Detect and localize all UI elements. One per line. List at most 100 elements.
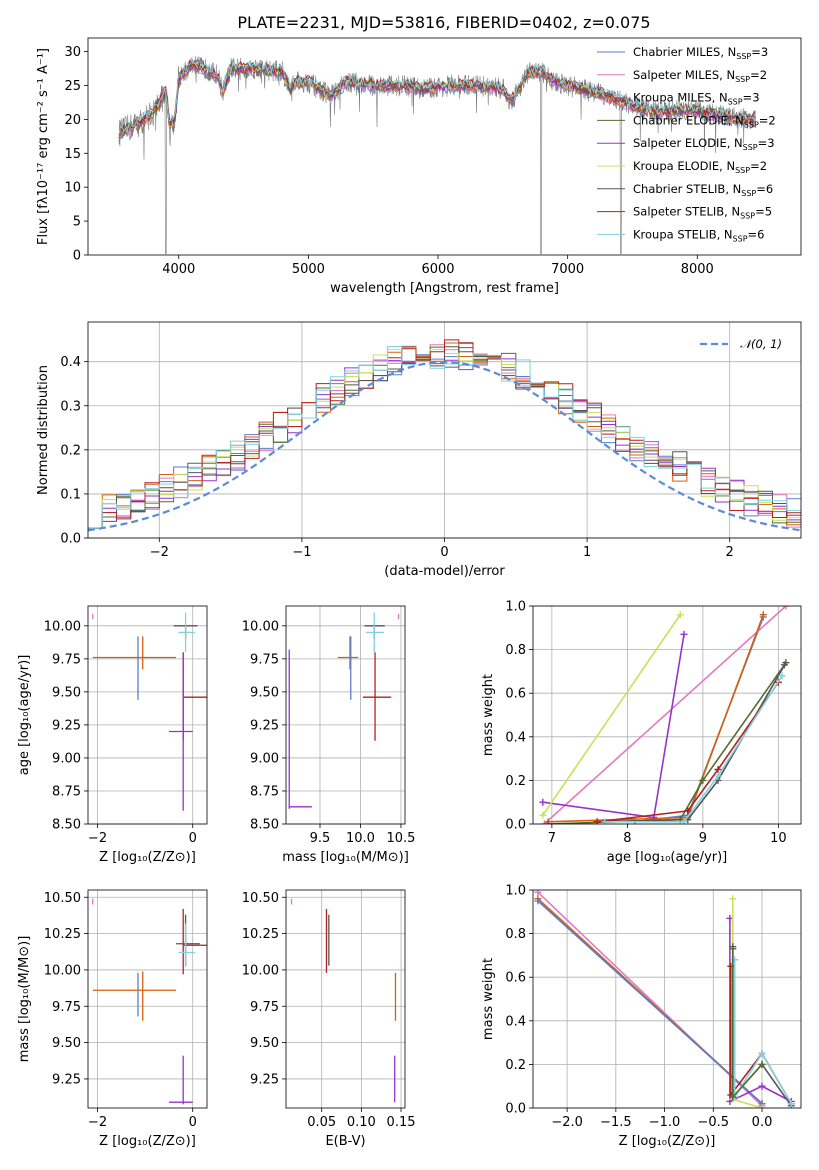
y-tick-label: 8.50 (250, 818, 279, 833)
spectrum-legend: Chabrier MILES, NSSP=3 Salpeter MILES, NS… (597, 45, 776, 243)
axes-frame (87, 321, 802, 539)
x-tick-label: −1 (292, 545, 311, 560)
y-axis-label: mass weight (481, 958, 496, 1040)
axes-frame (285, 605, 406, 825)
weight-point (680, 630, 688, 638)
axes-age-vs-Z: −2 0 8.50 8.75 9.00 9.25 9.50 9.75 10.00 Z [log₁₀… (17, 605, 208, 865)
weight-point (778, 672, 786, 680)
y-tick-label: 9.75 (250, 1000, 279, 1015)
y-tick-label: 0 (73, 249, 81, 264)
legend-model-name: Salpeter ELODIE (633, 136, 727, 150)
y-tick-label: 0.4 (505, 1014, 526, 1029)
residual-histogram-kroupa-stelib (88, 346, 801, 529)
x-axis-label: (data-model)/error (384, 564, 505, 579)
model-spectrum-kroupa-stelib (118, 57, 756, 135)
axis-ticks: −2 0 8.50 8.75 9.00 9.25 9.50 9.75 10.00 (44, 619, 197, 846)
y-tick-label: 0.2 (505, 1058, 526, 1073)
weight-point (759, 611, 767, 619)
weight-point (758, 1060, 766, 1068)
plot-area (288, 612, 400, 809)
weight-point (540, 820, 548, 824)
legend-nssp-value: 5 (765, 205, 772, 219)
x-tick-label: 0.15 (387, 1115, 416, 1130)
legend-nssp-value: 6 (757, 227, 764, 241)
y-tick-label: 0.2 (60, 443, 81, 458)
legend-nssp-value: 2 (760, 68, 767, 82)
weight-point (680, 818, 688, 824)
y-tick-label: 9.25 (52, 1072, 81, 1087)
weight-point (758, 1050, 766, 1057)
axes-weight-vs-Z: −2.0 −1.5 −1.0 −0.5 0.0 0.0 0.2 0.4 0.6 0.8 1.0 Z [… (481, 884, 802, 1149)
y-tick-label: 0.8 (505, 927, 526, 942)
grid-lines (286, 606, 405, 825)
plot-area (534, 890, 795, 1108)
x-tick-label: −0.5 (698, 1115, 730, 1130)
y-tick-label: 8.75 (52, 784, 81, 799)
weight-line-kroupa-stelib (733, 959, 792, 1105)
axes-frame (87, 37, 802, 256)
normal-curve (88, 360, 801, 532)
y-tick-label: 0.4 (505, 730, 526, 745)
weight-point (593, 818, 601, 824)
y-tick-label: 9.75 (250, 652, 279, 667)
axis-ticks: 0.05 0.10 0.15 9.25 9.50 9.75 10.00 10.25 10.50 (242, 891, 416, 1130)
y-tick-label: 1.0 (505, 600, 526, 615)
x-tick-label: 0 (189, 1115, 197, 1130)
x-tick-label: −2 (88, 1115, 107, 1130)
y-tick-label: 0.3 (60, 399, 81, 414)
weight-point (782, 659, 790, 667)
axes-frame (532, 889, 802, 1109)
axes-spectrum: 4000 5000 6000 7000 8000051015202530waveleng… (36, 37, 802, 296)
x-tick-label: 0.10 (347, 1115, 376, 1130)
y-tick-label: 30 (64, 45, 81, 60)
legend-entry: 𝒩(0, 1) (740, 337, 782, 351)
weight-line-salpeter-elodie (729, 918, 792, 1103)
axis-ticks: 9.5 10.0 10.5 8.50 8.75 9.00 9.25 9.50 9.75 10.00 (242, 619, 416, 846)
x-tick-label: 5000 (292, 262, 325, 277)
x-tick-label: 0.0 (752, 1115, 773, 1130)
x-tick-label: 4000 (162, 262, 195, 277)
x-tick-label: −2 (88, 831, 107, 846)
weight-point (539, 811, 547, 819)
y-tick-label: 9.50 (52, 1036, 81, 1051)
legend-nssp-value: 6 (766, 182, 773, 196)
x-tick-label: 0 (189, 831, 197, 846)
weight-point (699, 776, 707, 784)
y-tick-label: 9.00 (52, 751, 81, 766)
y-tick-label: 10.00 (44, 619, 81, 634)
legend-model-name: Kroupa MILES (633, 91, 712, 105)
x-axis-label: Z [log₁₀(Z/Z⊙)] (99, 1134, 196, 1149)
y-tick-label: 0.8 (505, 643, 526, 658)
x-tick-label: 8000 (681, 262, 714, 277)
legend-model-name: Salpeter MILES (633, 68, 719, 82)
residual-histogram-chabrier-stelib (88, 346, 801, 529)
x-tick-label: 10.5 (386, 831, 415, 846)
y-tick-label: 0.0 (505, 1102, 526, 1117)
plot-area (118, 56, 756, 254)
axis-ticks: 4000 5000 6000 7000 8000 0 5 10 15 20 25 30 (64, 45, 713, 277)
x-tick-label: 10 (770, 831, 787, 846)
legend-model-name: Kroupa STELIB (633, 227, 717, 241)
axes-frame (87, 889, 208, 1109)
axis-ticks: 7 8 9 10 0.0 0.2 0.4 0.6 0.8 1.0 (505, 600, 786, 847)
x-axis-label: Z [log₁₀(Z/Z⊙)] (99, 850, 196, 865)
x-tick-label: 0 (440, 545, 448, 560)
weight-line-chabrier-miles (537, 900, 763, 1105)
legend-entry: Salpeter ELODIE, NSSP=3 (633, 136, 775, 152)
legend-entry: Chabrier ELODIE, NSSP=2 (633, 113, 776, 129)
x-tick-label: 6000 (421, 262, 454, 277)
x-tick-label: 9.5 (310, 831, 331, 846)
weight-point (758, 1082, 766, 1090)
legend-entry: Kroupa STELIB, NSSP=6 (633, 227, 765, 243)
axis-ticks: −2 −1 0 1 2 0.0 0.1 0.2 0.3 0.4 (60, 355, 734, 560)
x-axis-label: E(B-V) (325, 1134, 365, 1149)
plot-area (290, 898, 397, 1103)
grid-lines (88, 890, 207, 1108)
weight-point (684, 807, 692, 815)
y-tick-label: 8.75 (250, 784, 279, 799)
plot-area (92, 612, 207, 811)
weight-line-kroupa-stelib (604, 675, 783, 823)
x-tick-label: −2 (150, 545, 169, 560)
x-axis-label: wavelength [Angstrom, rest frame] (330, 281, 559, 296)
y-axis-label: Flux [fλ10⁻¹⁷ erg cm⁻² s⁻¹ A⁻¹] (36, 48, 51, 245)
